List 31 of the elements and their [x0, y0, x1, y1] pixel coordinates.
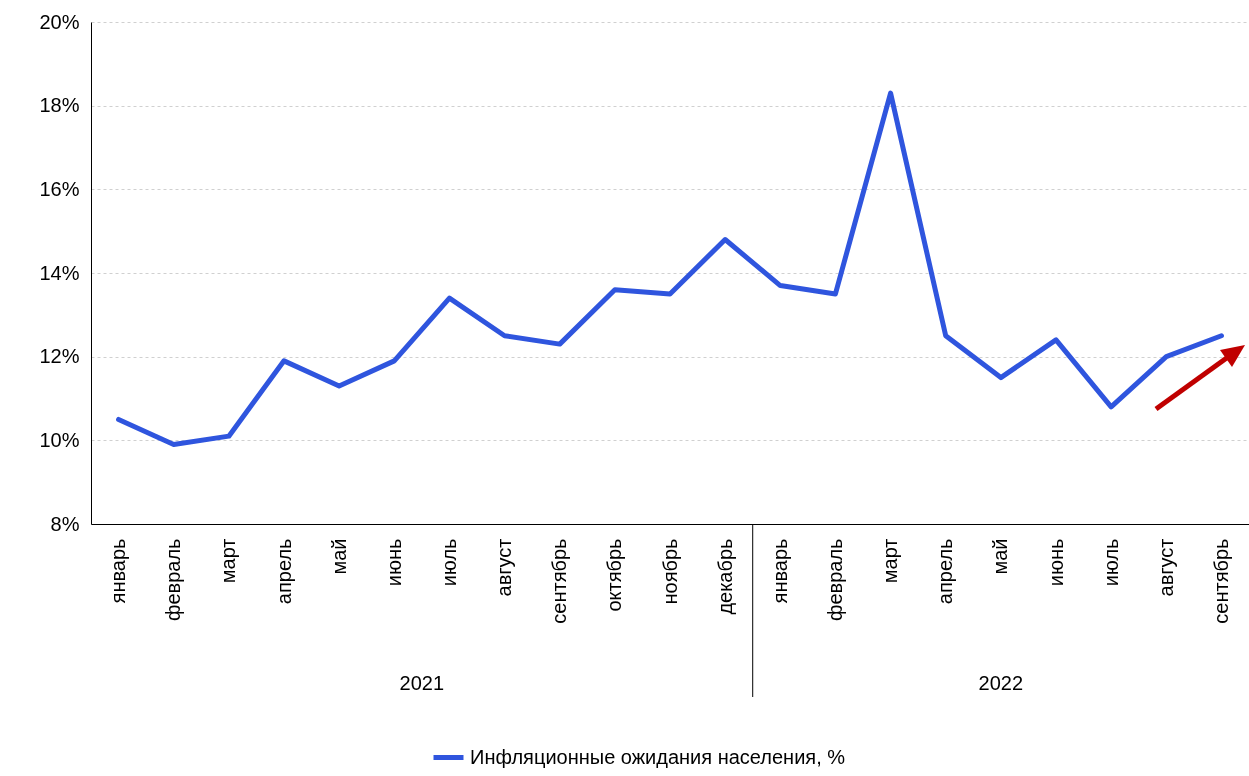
- x-tick-label: февраль: [162, 538, 185, 622]
- x-tick-label: март: [879, 538, 902, 584]
- text: 2022: [978, 672, 1024, 694]
- x-tick-label: август: [493, 538, 516, 597]
- x-tick-label: май: [327, 538, 350, 575]
- x-tick-label: август: [1154, 538, 1177, 597]
- x-tick-label: ноябрь: [658, 538, 681, 605]
- y-tick-label: 14%: [39, 261, 80, 284]
- y-tick-label: 12%: [39, 345, 80, 368]
- x-tick-label: апрель: [934, 538, 957, 605]
- x-tick-label: январь: [107, 538, 130, 604]
- legend-label: Инфляционные ожидания населения, %: [470, 745, 846, 768]
- y-tick-label: 20%: [39, 10, 80, 33]
- y-tick-label: 18%: [39, 94, 80, 117]
- x-tick-label: март: [217, 538, 240, 584]
- x-tick-label: июнь: [382, 538, 405, 587]
- y-tick-label: 10%: [39, 428, 80, 451]
- x-tick-label: апрель: [272, 538, 295, 605]
- x-tick-label: октябрь: [603, 538, 626, 612]
- x-tick-label: май: [989, 538, 1012, 575]
- x-tick-label: январь: [768, 538, 791, 604]
- x-tick-label: сентябрь: [1209, 538, 1232, 624]
- x-tick-label: сентябрь: [548, 538, 571, 624]
- x-tick-label: июль: [437, 538, 460, 587]
- x-tick-label: июнь: [1044, 538, 1067, 587]
- x-tick-label: декабрь: [713, 538, 736, 615]
- text: 2021: [399, 672, 445, 694]
- x-tick-label: февраль: [823, 538, 846, 622]
- x-tick-label: июль: [1099, 538, 1122, 587]
- y-tick-label: 8%: [50, 512, 80, 535]
- y-tick-label: 16%: [39, 177, 80, 200]
